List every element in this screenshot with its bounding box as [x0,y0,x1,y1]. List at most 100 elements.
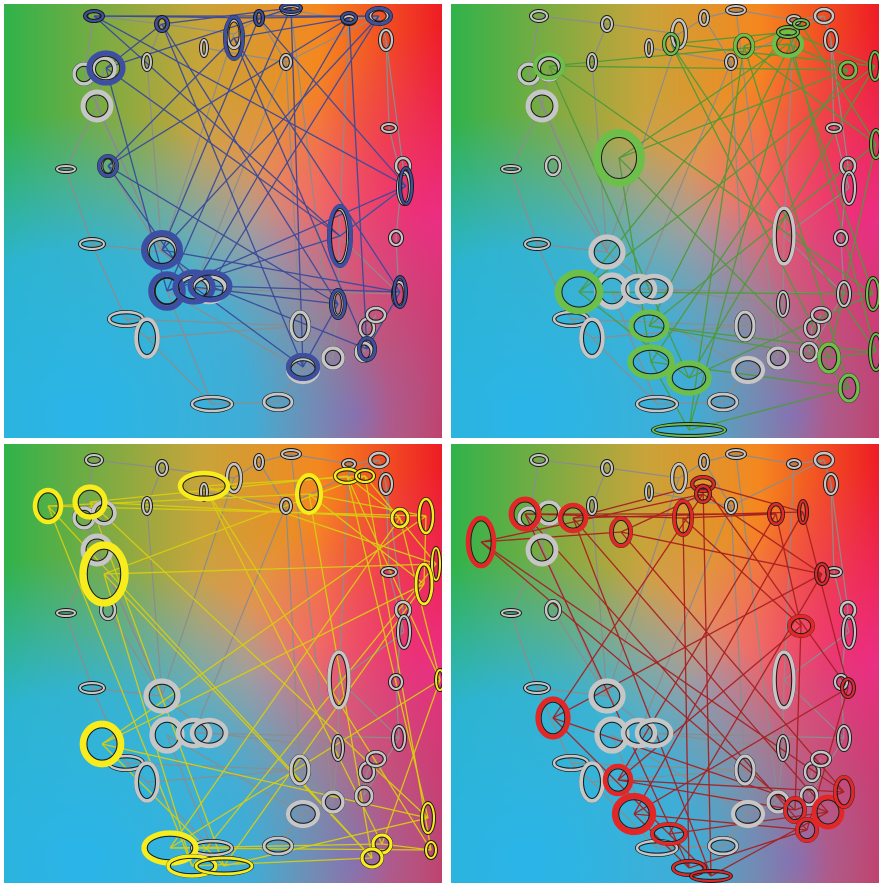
highlight-edge [203,485,383,845]
gray-edge [395,237,400,295]
gray-edge [65,168,93,245]
gray-node [544,155,563,178]
highlight-node-green [869,128,879,160]
gray-edge [290,9,334,359]
gray-edge [378,15,387,41]
highlight-node-yellow [416,496,435,536]
highlight-edge [633,511,804,815]
gray-node [822,471,839,496]
highlight-edge [828,143,877,359]
highlight-edge [548,65,874,295]
gray-edge [611,290,749,371]
highlight-node-blue [356,335,377,362]
highlight-node-blue [223,14,246,62]
gray-node [278,496,293,515]
highlight-edge [743,45,850,389]
gray-node [733,753,756,786]
gray-node [523,237,552,252]
gray-node [586,495,599,516]
gray-node [812,7,835,25]
gray-node [78,237,107,252]
gray-edge [161,23,235,35]
highlight-node-red [602,763,634,797]
gray-node [733,309,756,342]
gray-edge [285,459,380,507]
gray-node [730,355,766,385]
highlight-node-green [771,29,805,59]
highlight-node-blue [339,11,358,25]
gray-node [586,51,599,72]
highlight-edge [572,517,712,877]
highlight-edge [617,625,802,781]
highlight-edge [682,513,777,519]
highlight-edge [617,779,796,811]
gray-nodes [499,4,857,413]
highlight-node-red [811,794,845,830]
highlight-node-yellow [429,546,442,583]
highlight-edge [702,483,804,513]
gray-edge [510,168,538,245]
panel-top-right [451,4,879,438]
highlight-node-green [816,341,841,374]
highlight-node-green [868,50,879,82]
gray-edge [541,105,608,253]
highlight-edge [346,475,441,681]
highlight-node-green [732,32,755,59]
gray-edge [125,318,301,327]
gray-node [835,279,852,308]
gray-node [80,89,114,123]
gray-node [798,784,819,807]
highlight-node-yellow [166,853,219,878]
gray-edge [193,61,287,290]
highlight-node-red [465,515,497,569]
gray-node [395,614,412,651]
gray-node [723,52,738,71]
highlight-edge [47,505,193,867]
gray-node [525,89,559,123]
gray-edge [653,288,784,305]
gray-edge [730,459,825,507]
highlight-edge [670,31,789,45]
gray-node [620,717,658,749]
highlight-edge [93,15,341,237]
gray-edge [538,459,608,469]
highlight-node-blue [279,4,303,14]
highlight-edge [203,485,437,565]
gray-node [634,717,674,749]
gray-edge [146,325,301,339]
gray-node [261,391,294,412]
highlight-node-yellow [389,506,410,529]
gray-edge [208,732,339,749]
background-gradient [4,4,442,438]
gray-edge [258,17,287,63]
highlight-node-yellow [72,484,108,520]
gray-edge [65,612,93,689]
gray-node [832,229,849,248]
highlight-edge [105,67,168,292]
gray-node [579,316,606,359]
gray-edge [395,681,400,739]
gray-node [330,733,345,762]
gray-node [379,566,398,579]
gray-edge [146,505,163,697]
gray-node [723,496,738,515]
gray-edge [703,17,732,63]
gray-edge [606,23,680,35]
highlight-edge [223,817,429,867]
highlight-edge [702,483,849,689]
gray-node [544,599,563,622]
highlight-edge [552,573,823,719]
highlight-edge [702,483,712,877]
highlight-node-red [609,516,634,549]
gray-node [499,164,522,175]
highlight-edge [572,517,829,813]
highlight-edge [209,285,401,293]
highlight-edge [578,65,876,293]
highlight-edge [308,493,373,859]
gray-node [288,309,311,342]
highlight-edge [702,493,823,575]
highlight-node-green [593,129,645,187]
gray-edge [91,243,127,320]
gray-node [261,835,294,856]
gray-node [279,448,302,460]
